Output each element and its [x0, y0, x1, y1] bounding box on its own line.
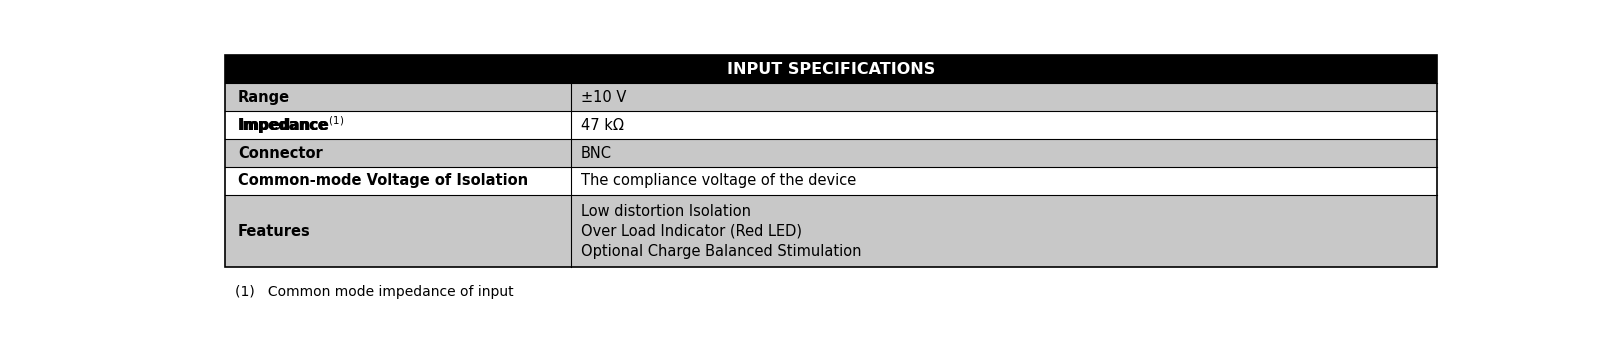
Bar: [571, 195, 1437, 267]
Text: Impedance$^{(1)}$: Impedance$^{(1)}$: [238, 114, 344, 136]
Bar: [225, 84, 571, 111]
Bar: [571, 84, 1437, 111]
Text: Low distortion Isolation: Low distortion Isolation: [581, 204, 751, 218]
Bar: [225, 195, 571, 267]
Text: Impedance: Impedance: [238, 118, 329, 133]
Bar: [225, 55, 1437, 84]
Text: ±10 V: ±10 V: [581, 90, 626, 105]
Bar: [571, 139, 1437, 167]
Text: Optional Charge Balanced Stimulation: Optional Charge Balanced Stimulation: [581, 244, 861, 259]
Bar: [571, 111, 1437, 139]
Bar: [225, 111, 571, 139]
Text: (1)   Common mode impedance of input: (1) Common mode impedance of input: [235, 285, 514, 299]
Text: Impedance: Impedance: [238, 118, 329, 133]
Text: Features: Features: [238, 224, 311, 239]
Bar: [225, 55, 1437, 267]
Bar: [225, 167, 571, 195]
Text: BNC: BNC: [581, 145, 611, 161]
Text: INPUT SPECIFICATIONS: INPUT SPECIFICATIONS: [727, 62, 936, 76]
Bar: [571, 167, 1437, 195]
Text: Common-mode Voltage of Isolation: Common-mode Voltage of Isolation: [238, 173, 529, 188]
Text: Connector: Connector: [238, 145, 323, 161]
Text: The compliance voltage of the device: The compliance voltage of the device: [581, 173, 856, 188]
Text: Over Load Indicator (Red LED): Over Load Indicator (Red LED): [581, 224, 801, 239]
Text: 47 kΩ: 47 kΩ: [581, 118, 624, 133]
Text: Range: Range: [238, 90, 290, 105]
Bar: [225, 139, 571, 167]
